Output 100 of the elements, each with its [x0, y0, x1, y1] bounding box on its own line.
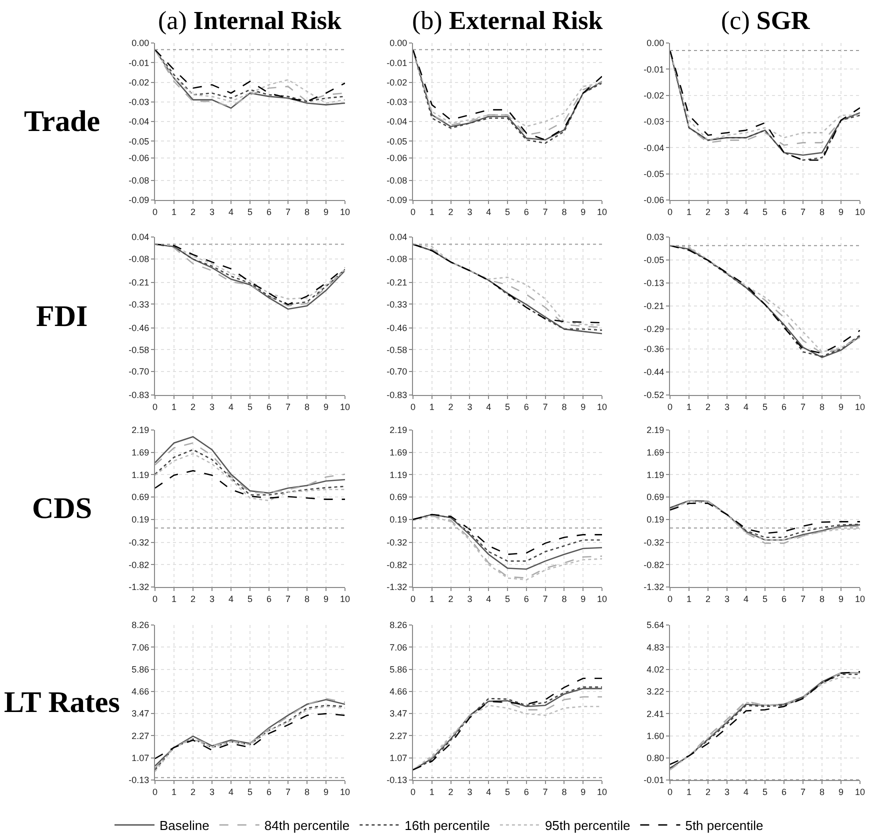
y-tick-label: -0.01	[386, 58, 408, 68]
y-tick-label: 1.19	[390, 470, 408, 480]
legend-label: 95th percentile	[544, 818, 630, 834]
x-tick-label: 9	[838, 786, 844, 797]
x-tick-label: 2	[705, 786, 711, 797]
chart-title: (b) External Risk	[412, 6, 604, 35]
y-tick-label: 4.66	[132, 686, 150, 697]
y-tick-label: 0.03	[646, 232, 664, 242]
y-tick-label: -0.06	[128, 153, 150, 164]
x-tick-label: 2	[705, 594, 711, 604]
x-tick-label: 5	[504, 594, 510, 604]
x-tick-label: 8	[562, 786, 567, 797]
x-tick-label: 6	[524, 402, 529, 412]
x-tick-label: 6	[524, 786, 529, 797]
x-tick-label: 4	[486, 594, 492, 604]
x-tick-label: 3	[209, 786, 215, 797]
x-tick-label: 8	[562, 206, 567, 217]
y-tick-label: -0.08	[128, 254, 150, 264]
y-tick-label: -0.70	[386, 366, 408, 377]
x-tick-label: 4	[743, 594, 749, 604]
y-tick-label: -0.06	[386, 153, 408, 164]
x-tick-label: 7	[285, 786, 291, 797]
y-tick-label: -0.05	[128, 136, 150, 146]
x-tick-label: 7	[800, 402, 806, 412]
y-tick-label: -0.70	[128, 366, 150, 377]
x-tick-label: 10	[340, 206, 350, 217]
y-tick-label: 5.86	[390, 664, 408, 674]
y-tick-label: -0.04	[644, 142, 664, 153]
x-tick-label: 3	[724, 594, 730, 604]
y-tick-label: 4.83	[646, 642, 664, 652]
y-tick-label: -0.06	[644, 195, 664, 206]
x-tick-label: 4	[743, 786, 749, 797]
x-tick-label: 9	[323, 594, 329, 604]
x-tick-label: 6	[781, 206, 787, 217]
x-tick-label: 5	[762, 786, 768, 797]
y-tick-label: 0.69	[390, 492, 408, 502]
y-tick-label: 3.47	[390, 708, 408, 719]
x-tick-label: 2	[448, 402, 454, 412]
y-tick-label: -0.13	[644, 278, 664, 288]
y-tick-label: 0.19	[646, 514, 664, 525]
x-tick-label: 3	[467, 594, 472, 604]
x-tick-label: 4	[228, 206, 234, 217]
y-tick-label: -0.32	[128, 537, 150, 548]
y-tick-label: -0.29	[644, 324, 664, 334]
x-tick-label: 9	[580, 206, 586, 217]
y-tick-label: -0.01	[644, 775, 664, 786]
x-tick-label: 8	[304, 786, 310, 797]
x-tick-label: 3	[209, 402, 215, 412]
y-tick-label: 1.19	[646, 470, 664, 480]
y-tick-label: 2.27	[132, 730, 150, 741]
x-tick-label: 7	[542, 786, 548, 797]
y-axis-title: FDI	[36, 300, 88, 333]
y-tick-label: -0.36	[644, 344, 664, 354]
x-tick-label: 0	[667, 402, 673, 412]
x-tick-label: 0	[667, 206, 673, 217]
x-tick-label: 9	[323, 786, 329, 797]
x-tick-label: 9	[838, 206, 844, 217]
legend-label: 16th percentile	[404, 818, 490, 834]
x-tick-label: 8	[304, 594, 310, 604]
x-tick-label: 7	[800, 594, 806, 604]
x-tick-label: 5	[504, 402, 510, 412]
x-tick-label: 1	[686, 206, 692, 217]
x-tick-label: 9	[838, 594, 844, 604]
y-tick-label: -0.08	[386, 254, 408, 264]
y-tick-label: -0.13	[386, 775, 408, 786]
y-tick-label: 5.64	[646, 620, 664, 630]
y-axis-title: LT Rates	[4, 686, 120, 719]
y-tick-label: 1.07	[132, 752, 150, 763]
x-tick-label: 1	[429, 594, 434, 604]
y-tick-label: -0.46	[128, 322, 150, 333]
x-tick-label: 9	[580, 594, 586, 604]
y-tick-label: 5.86	[132, 664, 150, 674]
y-tick-label: 0.69	[132, 492, 150, 502]
x-tick-label: 0	[410, 594, 416, 604]
x-tick-label: 3	[467, 402, 472, 412]
x-tick-label: 7	[800, 206, 806, 217]
x-tick-label: 7	[285, 402, 291, 412]
line-series	[155, 449, 345, 496]
y-tick-label: -0.21	[386, 278, 408, 288]
line-series	[155, 713, 345, 760]
x-tick-label: 1	[171, 402, 177, 412]
x-tick-label: 8	[819, 594, 825, 604]
y-tick-label: 4.02	[646, 664, 664, 675]
y-tick-label: 0.80	[646, 752, 664, 763]
x-tick-label: 6	[781, 786, 787, 797]
x-tick-label: 9	[838, 402, 844, 412]
legend-label: 84th percentile	[264, 818, 350, 834]
x-tick-label: 6	[524, 594, 529, 604]
y-tick-label: 0.69	[646, 492, 664, 502]
y-tick-label: 2.19	[390, 425, 408, 436]
y-tick-label: 1.69	[132, 448, 150, 458]
x-tick-label: 9	[580, 786, 586, 797]
x-tick-label: 5	[247, 786, 253, 797]
x-tick-label: 0	[410, 206, 416, 217]
y-tick-label: 2.27	[390, 730, 408, 741]
chart-title: (a) Internal Risk	[158, 6, 342, 35]
x-tick-label: 1	[686, 402, 692, 412]
x-tick-label: 1	[429, 786, 434, 797]
x-tick-label: 10	[854, 206, 866, 217]
x-tick-label: 6	[781, 594, 787, 604]
